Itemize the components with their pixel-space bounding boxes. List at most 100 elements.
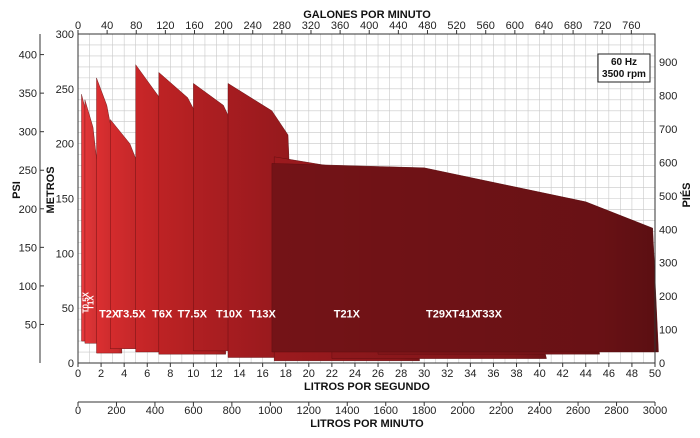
- gpm-tick-label: 80: [130, 20, 142, 32]
- badge-frequency: 60 Hz: [611, 57, 637, 68]
- meters-tick-label: 0: [68, 358, 74, 370]
- lps-tick-label: 22: [326, 368, 338, 380]
- label-t2x: T2X: [99, 309, 120, 321]
- gpm-tick-label: 400: [360, 20, 378, 32]
- lpm-tick-label: 200: [107, 405, 125, 417]
- gpm-tick-label: 120: [156, 20, 174, 32]
- psi-tick-label: 200: [19, 204, 37, 216]
- feet-tick-label: 100: [659, 325, 677, 337]
- gpm-tick-label: 640: [535, 20, 553, 32]
- lpm-tick-label: 1400: [335, 405, 359, 417]
- gpm-tick-label: 40: [101, 20, 113, 32]
- label-t13x: T13X: [249, 309, 276, 321]
- gpm-tick-label: 480: [418, 20, 436, 32]
- feet-tick-label: 600: [659, 157, 677, 169]
- meters-tick-label: 300: [56, 29, 74, 41]
- gpm-tick-label: 760: [622, 20, 640, 32]
- lps-tick-label: 40: [533, 368, 545, 380]
- label-t0-5x: T0.5X: [81, 291, 90, 313]
- feet-tick-label: 200: [659, 291, 677, 303]
- label-t33x: T33X: [476, 309, 503, 321]
- gpm-tick-label: 160: [185, 20, 203, 32]
- meters-tick-label: 100: [56, 248, 74, 260]
- plot-frame: [39, 33, 656, 403]
- label-t41x: T41X: [452, 309, 479, 321]
- frequency-badge: 60 Hz 3500 rpm: [597, 53, 651, 83]
- lps-tick-label: 4: [121, 368, 127, 380]
- feet-tick-label: 900: [659, 57, 677, 69]
- curve-shade: [271, 163, 659, 352]
- psi-tick-label: 100: [19, 281, 37, 293]
- lpm-tick-label: 2000: [450, 405, 474, 417]
- gpm-tick-label: 200: [214, 20, 232, 32]
- gpm-tick-label: 0: [75, 20, 81, 32]
- feet-tick-label: 0: [659, 358, 665, 370]
- lps-tick-label: 10: [187, 368, 199, 380]
- meters-tick-label: 150: [56, 194, 74, 206]
- meters-tick-label: 250: [56, 84, 74, 96]
- right-feet-axis-title: PIÉS: [680, 182, 693, 207]
- bottom2-axis-title: LITROS POR MINUTO: [310, 418, 424, 430]
- lpm-tick-label: 1600: [373, 405, 397, 417]
- lps-tick-label: 14: [233, 368, 245, 380]
- lpm-tick-label: 2800: [604, 405, 628, 417]
- lpm-tick-label: 2200: [489, 405, 513, 417]
- lpm-tick-label: 2600: [566, 405, 590, 417]
- feet-tick-label: 500: [659, 191, 677, 203]
- gpm-tick-label: 440: [389, 20, 407, 32]
- lps-tick-label: 16: [257, 368, 269, 380]
- lps-tick-label: 50: [649, 368, 661, 380]
- label-t6x: T6X: [152, 309, 173, 321]
- lps-tick-label: 26: [372, 368, 384, 380]
- gpm-tick-label: 360: [331, 20, 349, 32]
- badge-box: [597, 53, 651, 83]
- psi-tick-label: 300: [19, 127, 37, 139]
- lps-tick-label: 46: [603, 368, 615, 380]
- gpm-tick-label: 240: [244, 20, 262, 32]
- meters-tick-label: 200: [56, 139, 74, 151]
- feet-tick-label: 800: [659, 91, 677, 103]
- psi-tick-label: 250: [19, 165, 37, 177]
- lps-tick-label: 36: [487, 368, 499, 380]
- lps-tick-label: 38: [510, 368, 522, 380]
- bottom-axis-title: LITROS POR SEGUNDO: [304, 381, 430, 393]
- lps-tick-label: 20: [303, 368, 315, 380]
- lps-tick-label: 34: [464, 368, 476, 380]
- feet-tick-label: 400: [659, 224, 677, 236]
- psi-tick-label: 350: [19, 88, 37, 100]
- feet-tick-label: 700: [659, 124, 677, 136]
- lpm-tick-label: 1800: [412, 405, 436, 417]
- lps-tick-label: 2: [98, 368, 104, 380]
- left-psi-axis-title: PSI: [11, 181, 23, 199]
- psi-tick-label: 150: [19, 242, 37, 254]
- lpm-tick-label: 3000: [643, 405, 667, 417]
- lpm-tick-label: 800: [223, 405, 241, 417]
- meters-tick-label: 50: [62, 303, 74, 315]
- lps-tick-label: 32: [441, 368, 453, 380]
- top-axis-title: GALONES POR MINUTO: [303, 9, 431, 21]
- lpm-tick-label: 400: [146, 405, 164, 417]
- lps-tick-label: 8: [167, 368, 173, 380]
- label-t21x: T21X: [334, 309, 361, 321]
- label-t7-5x: T7.5X: [178, 309, 208, 321]
- plot-border: [77, 33, 656, 364]
- gpm-tick-label: 720: [593, 20, 611, 32]
- psi-tick-label: 400: [19, 50, 37, 62]
- left-meters-axis-title: METROS: [45, 166, 57, 213]
- lps-tick-label: 30: [418, 368, 430, 380]
- lpm-tick-label: 0: [75, 405, 81, 417]
- lpm-tick-label: 600: [184, 405, 202, 417]
- gpm-tick-label: 560: [477, 20, 495, 32]
- lps-tick-label: 0: [75, 368, 81, 380]
- lps-tick-label: 44: [580, 368, 592, 380]
- lpm-tick-label: 1200: [297, 405, 321, 417]
- gpm-tick-label: 320: [302, 20, 320, 32]
- psi-tick-label: 50: [25, 319, 37, 331]
- lps-tick-label: 48: [626, 368, 638, 380]
- gpm-tick-label: 600: [506, 20, 524, 32]
- lps-tick-label: 42: [557, 368, 569, 380]
- tick-labels: 0 2 4 6 8 10 12 14 16 18 20 22 24 26 28 30 32 34 36 38 40 42 4…: [19, 20, 678, 417]
- lps-tick-label: 18: [280, 368, 292, 380]
